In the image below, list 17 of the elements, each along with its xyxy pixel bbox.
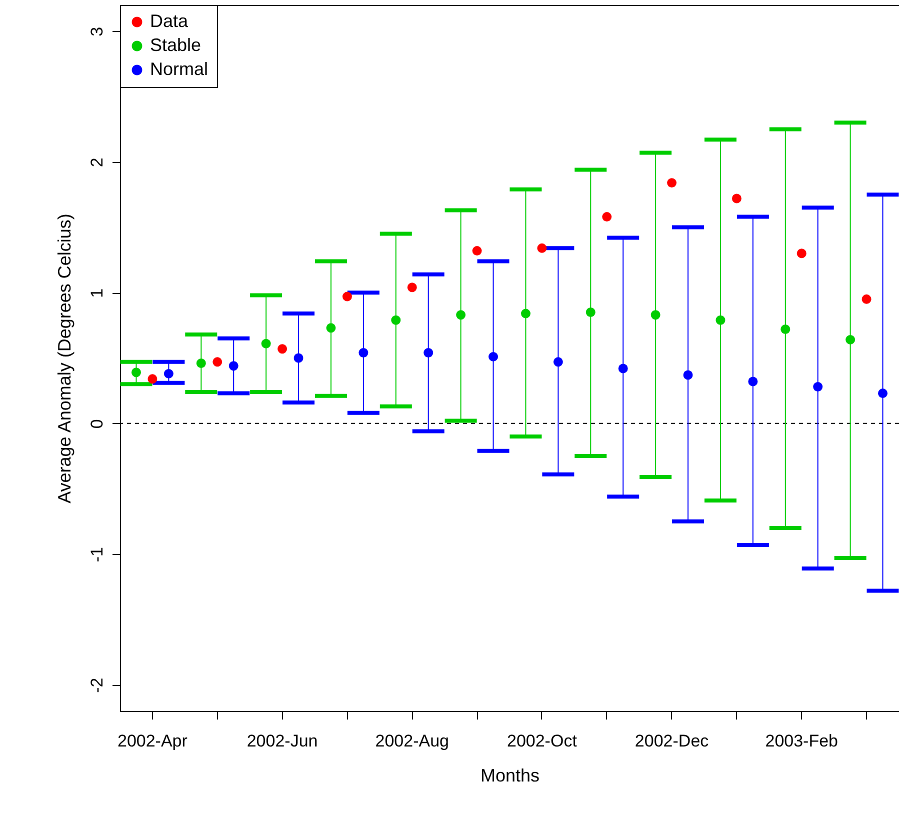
legend-label: Normal [150, 59, 208, 79]
x-tick-label: 2002-Jun [246, 732, 318, 750]
y-tick-label: 3 [88, 26, 106, 36]
x-tick-label: 2002-Dec [634, 732, 710, 750]
y-axis-title: Average Anomaly (Degrees Celcius) [54, 214, 74, 504]
x-tick-label: 2002-Aug [375, 732, 449, 750]
legend-label: Stable [150, 35, 202, 55]
x-tick-label: 2002-Apr [117, 732, 188, 750]
y-tick-label: 2 [88, 158, 106, 168]
y-tick-label: 0 [88, 419, 106, 429]
legend-label: Data [150, 11, 190, 31]
x-tick-label: 2002-Oct [506, 732, 578, 750]
x-tick-label: 2003-Feb [765, 732, 838, 750]
y-tick-label: -2 [88, 678, 106, 693]
x-axis-title: Months [480, 766, 540, 786]
y-tick-label: 1 [88, 288, 106, 298]
y-tick-label: -1 [88, 547, 106, 562]
